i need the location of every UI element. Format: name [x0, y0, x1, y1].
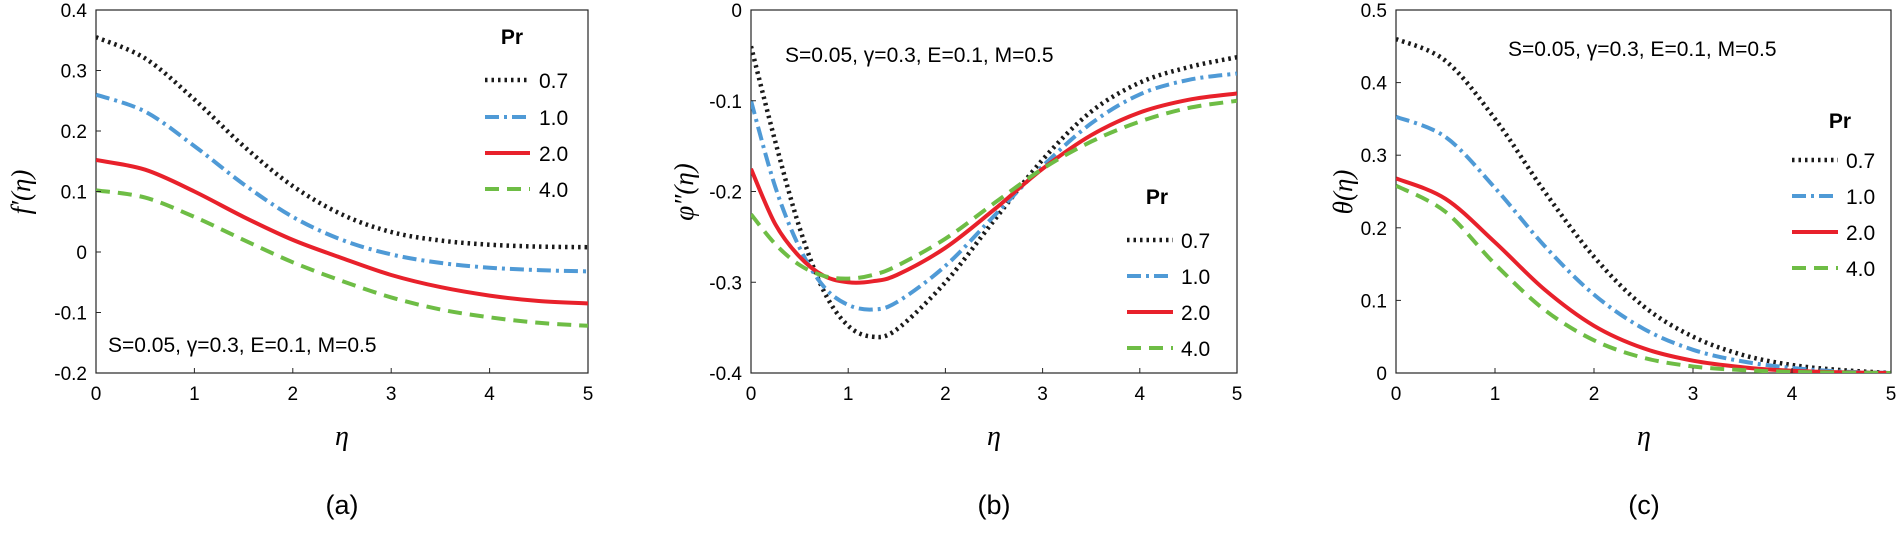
panel-a-curves [96, 35, 588, 328]
panel-c-series-1.0-line [1396, 114, 1891, 373]
panel-c-series-4.0-line [1396, 183, 1891, 373]
panel-c-legend: Pr 0.7 1.0 2.0 4.0 [1792, 110, 1875, 281]
panel-c-label: (c) [1628, 490, 1659, 520]
panel-a-series-2.0-line [96, 158, 588, 306]
panel-c-series-2.0-line [1396, 176, 1891, 373]
panel-a-xtick-label: 5 [583, 384, 594, 405]
panel-c-frame [1395, 9, 1892, 374]
panel-a-legend-label-1: 1.0 [539, 107, 568, 130]
panel-b-series-2.0-line [751, 91, 1237, 285]
panel-c-legend-label-1: 1.0 [1846, 186, 1875, 209]
panel-b-ytick-label: -0.4 [709, 364, 742, 385]
panel-c-ytick-label: 0.4 [1361, 74, 1388, 95]
panel-b-xlabel: η [987, 421, 1001, 452]
panel-a-ytick-label: 0 [76, 243, 87, 264]
panel-b: 0 1 2 3 4 5 -0.4 -0.3 -0.2 -0.1 0 S=0.05, γ=0.3, E… [669, 1, 1242, 520]
panel-b-series-4.0-line [751, 98, 1237, 281]
panel-c-xtick-label: 4 [1787, 384, 1798, 405]
panel-c-xtick-label: 1 [1490, 384, 1501, 405]
panel-a-xtick-label: 4 [484, 384, 495, 405]
panel-a-ytick-label: 0.2 [61, 122, 87, 143]
panel-a-xtick-label: 2 [288, 384, 299, 405]
panel-a-ticks: 0 1 2 3 4 5 -0.2 -0.1 0 0.1 0.2 0.3 0.4 [54, 1, 593, 405]
panel-a-series-0.7-line [96, 35, 588, 250]
panel-c-legend-label-0: 0.7 [1846, 150, 1875, 173]
panel-c-ytick-label: 0.2 [1361, 219, 1387, 240]
panel-c-ytick-label: 0.1 [1361, 291, 1387, 312]
panel-b-label: (b) [978, 490, 1011, 520]
panel-b-legend: Pr 0.7 1.0 2.0 4.0 [1127, 186, 1210, 361]
panel-a-annotation: S=0.05, γ=0.3, E=0.1, M=0.5 [108, 334, 377, 357]
panel-a-ytick-label: 0.1 [61, 183, 87, 204]
panel-b-ylabel: φ″(η) [669, 163, 699, 221]
panel-c-ticks: 0 1 2 3 4 5 0 0.1 0.2 0.3 0.4 0.5 [1361, 1, 1897, 405]
panel-b-xtick-label: 2 [940, 384, 951, 405]
panel-c-xtick-label: 3 [1688, 384, 1699, 405]
panel-a-ylabel: f′(η) [6, 170, 36, 215]
panel-b-legend-label-2: 2.0 [1181, 302, 1210, 325]
panel-b-legend-label-3: 4.0 [1181, 338, 1210, 361]
panel-a-ytick-label: 0.3 [61, 62, 87, 83]
panel-c-annotation: S=0.05, γ=0.3, E=0.1, M=0.5 [1508, 38, 1777, 61]
panel-a-ytick-label: -0.1 [54, 304, 87, 325]
panel-b-xtick-label: 1 [843, 384, 854, 405]
panel-b-legend-label-0: 0.7 [1181, 230, 1210, 253]
panel-b-ytick-label: -0.1 [709, 92, 742, 113]
panel-b-legend-label-1: 1.0 [1181, 266, 1210, 289]
panel-a-label: (a) [326, 490, 359, 520]
panel-a-legend: Pr 0.7 1.0 2.0 4.0 [485, 26, 568, 202]
panel-b-xtick-label: 3 [1037, 384, 1048, 405]
panel-c-ytick-label: 0 [1376, 364, 1387, 385]
panel-a-legend-label-3: 4.0 [539, 179, 568, 202]
panel-b-ticks: 0 1 2 3 4 5 -0.4 -0.3 -0.2 -0.1 0 [709, 1, 1242, 405]
panel-b-curves [751, 45, 1237, 340]
panel-c-xtick-label: 2 [1589, 384, 1600, 405]
panel-c-xtick-label: 0 [1391, 384, 1402, 405]
panel-b-ytick-label: -0.2 [709, 183, 742, 204]
panel-c-ytick-label: 0.5 [1361, 1, 1387, 22]
panel-b-xtick-label: 5 [1232, 384, 1243, 405]
panel-a-series-1.0-line [96, 92, 588, 274]
panel-a-xtick-label: 1 [189, 384, 200, 405]
panel-c-legend-title: Pr [1829, 110, 1851, 133]
panel-a-series-4.0-line [96, 188, 588, 328]
panel-b-legend-title: Pr [1146, 186, 1168, 209]
panel-b-xtick-label: 0 [746, 384, 757, 405]
panel-c-series-0.7-line [1396, 36, 1891, 373]
panel-b-ytick-label: -0.3 [709, 273, 742, 294]
panel-b-ytick-label: 0 [731, 1, 742, 22]
panel-c-xlabel: η [1637, 421, 1651, 452]
panel-c-legend-label-3: 4.0 [1846, 258, 1875, 281]
panel-c-ylabel: θ(η) [1328, 170, 1358, 215]
panel-a-ytick-label: -0.2 [54, 364, 87, 385]
panel-b-series-1.0-line [751, 71, 1237, 312]
panel-c-ytick-label: 0.3 [1361, 146, 1387, 167]
panel-b-xtick-label: 4 [1135, 384, 1146, 405]
panel-a-legend-label-0: 0.7 [539, 70, 568, 93]
panel-c: 0 1 2 3 4 5 0 0.1 0.2 0.3 0.4 0.5 S=0.05, γ=0.3, E=… [1328, 1, 1896, 520]
panel-a-legend-label-2: 2.0 [539, 143, 568, 166]
panel-c-xtick-label: 5 [1886, 384, 1897, 405]
panel-a-legend-title: Pr [501, 26, 523, 49]
panel-b-annotation: S=0.05, γ=0.3, E=0.1, M=0.5 [785, 44, 1054, 67]
panel-a-xtick-label: 3 [386, 384, 397, 405]
panel-a: 0 1 2 3 4 5 -0.2 -0.1 0 0.1 0.2 0.3 0.4 S=0.05, γ=0.… [6, 1, 593, 520]
panel-c-curves [1396, 36, 1891, 373]
panel-a-xtick-label: 0 [91, 384, 102, 405]
panel-a-ytick-label: 0.4 [61, 1, 88, 22]
panel-c-legend-label-2: 2.0 [1846, 222, 1875, 245]
panel-a-xlabel: η [335, 421, 349, 452]
